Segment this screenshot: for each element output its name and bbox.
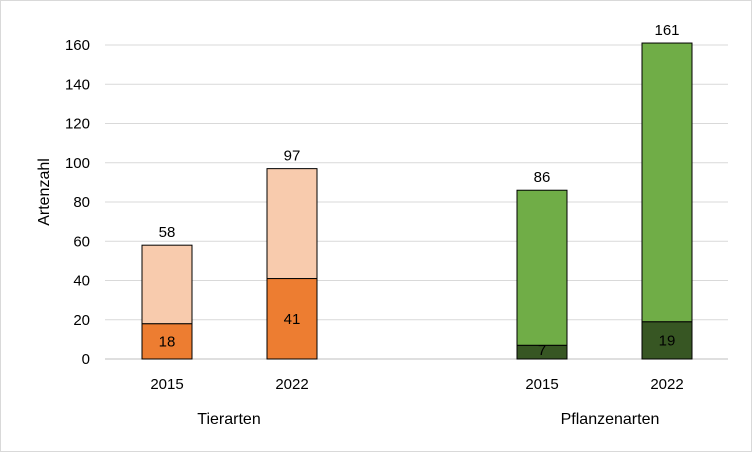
y-tick-label: 20	[73, 312, 90, 329]
bars	[141, 42, 693, 360]
bar-lower-label: 19	[659, 332, 676, 349]
bar-lower-label: 7	[538, 342, 546, 359]
labels: 0 20 40 60 80 100 120 140 160 58 18 2015 97 41 2022 Tie…	[65, 22, 684, 428]
bar-segment-upper	[141, 244, 193, 325]
bar-segment-upper	[266, 168, 318, 280]
x-tick-label: 2015	[150, 376, 183, 393]
bar-segment-upper	[641, 42, 693, 323]
y-tick-label: 140	[65, 76, 90, 93]
bar-total-label: 161	[654, 22, 679, 39]
y-tick-label: 120	[65, 116, 90, 133]
bar-total-label: 58	[159, 224, 176, 241]
y-tick-label: 80	[73, 194, 90, 211]
y-tick-label: 160	[65, 37, 90, 54]
x-tick-label: 2022	[650, 376, 683, 393]
bar-segment-lower	[266, 278, 318, 360]
x-group-label: Pflanzenarten	[561, 411, 660, 428]
y-tick-label: 40	[73, 273, 90, 290]
y-tick-label: 0	[82, 351, 90, 368]
y-axis-title: Artenzahl	[36, 158, 53, 226]
y-tick-label: 60	[73, 233, 90, 250]
bar-segment-upper	[516, 189, 568, 346]
x-tick-label: 2022	[275, 376, 308, 393]
x-group-label: Tierarten	[197, 411, 260, 428]
bar-lower-label: 41	[284, 311, 301, 328]
y-tick-label: 100	[65, 155, 90, 172]
bar-total-label: 97	[284, 148, 301, 165]
gridlines	[105, 44, 728, 360]
bar-lower-label: 18	[159, 333, 176, 350]
bar-total-label: 86	[534, 169, 551, 186]
x-tick-label: 2015	[525, 376, 558, 393]
